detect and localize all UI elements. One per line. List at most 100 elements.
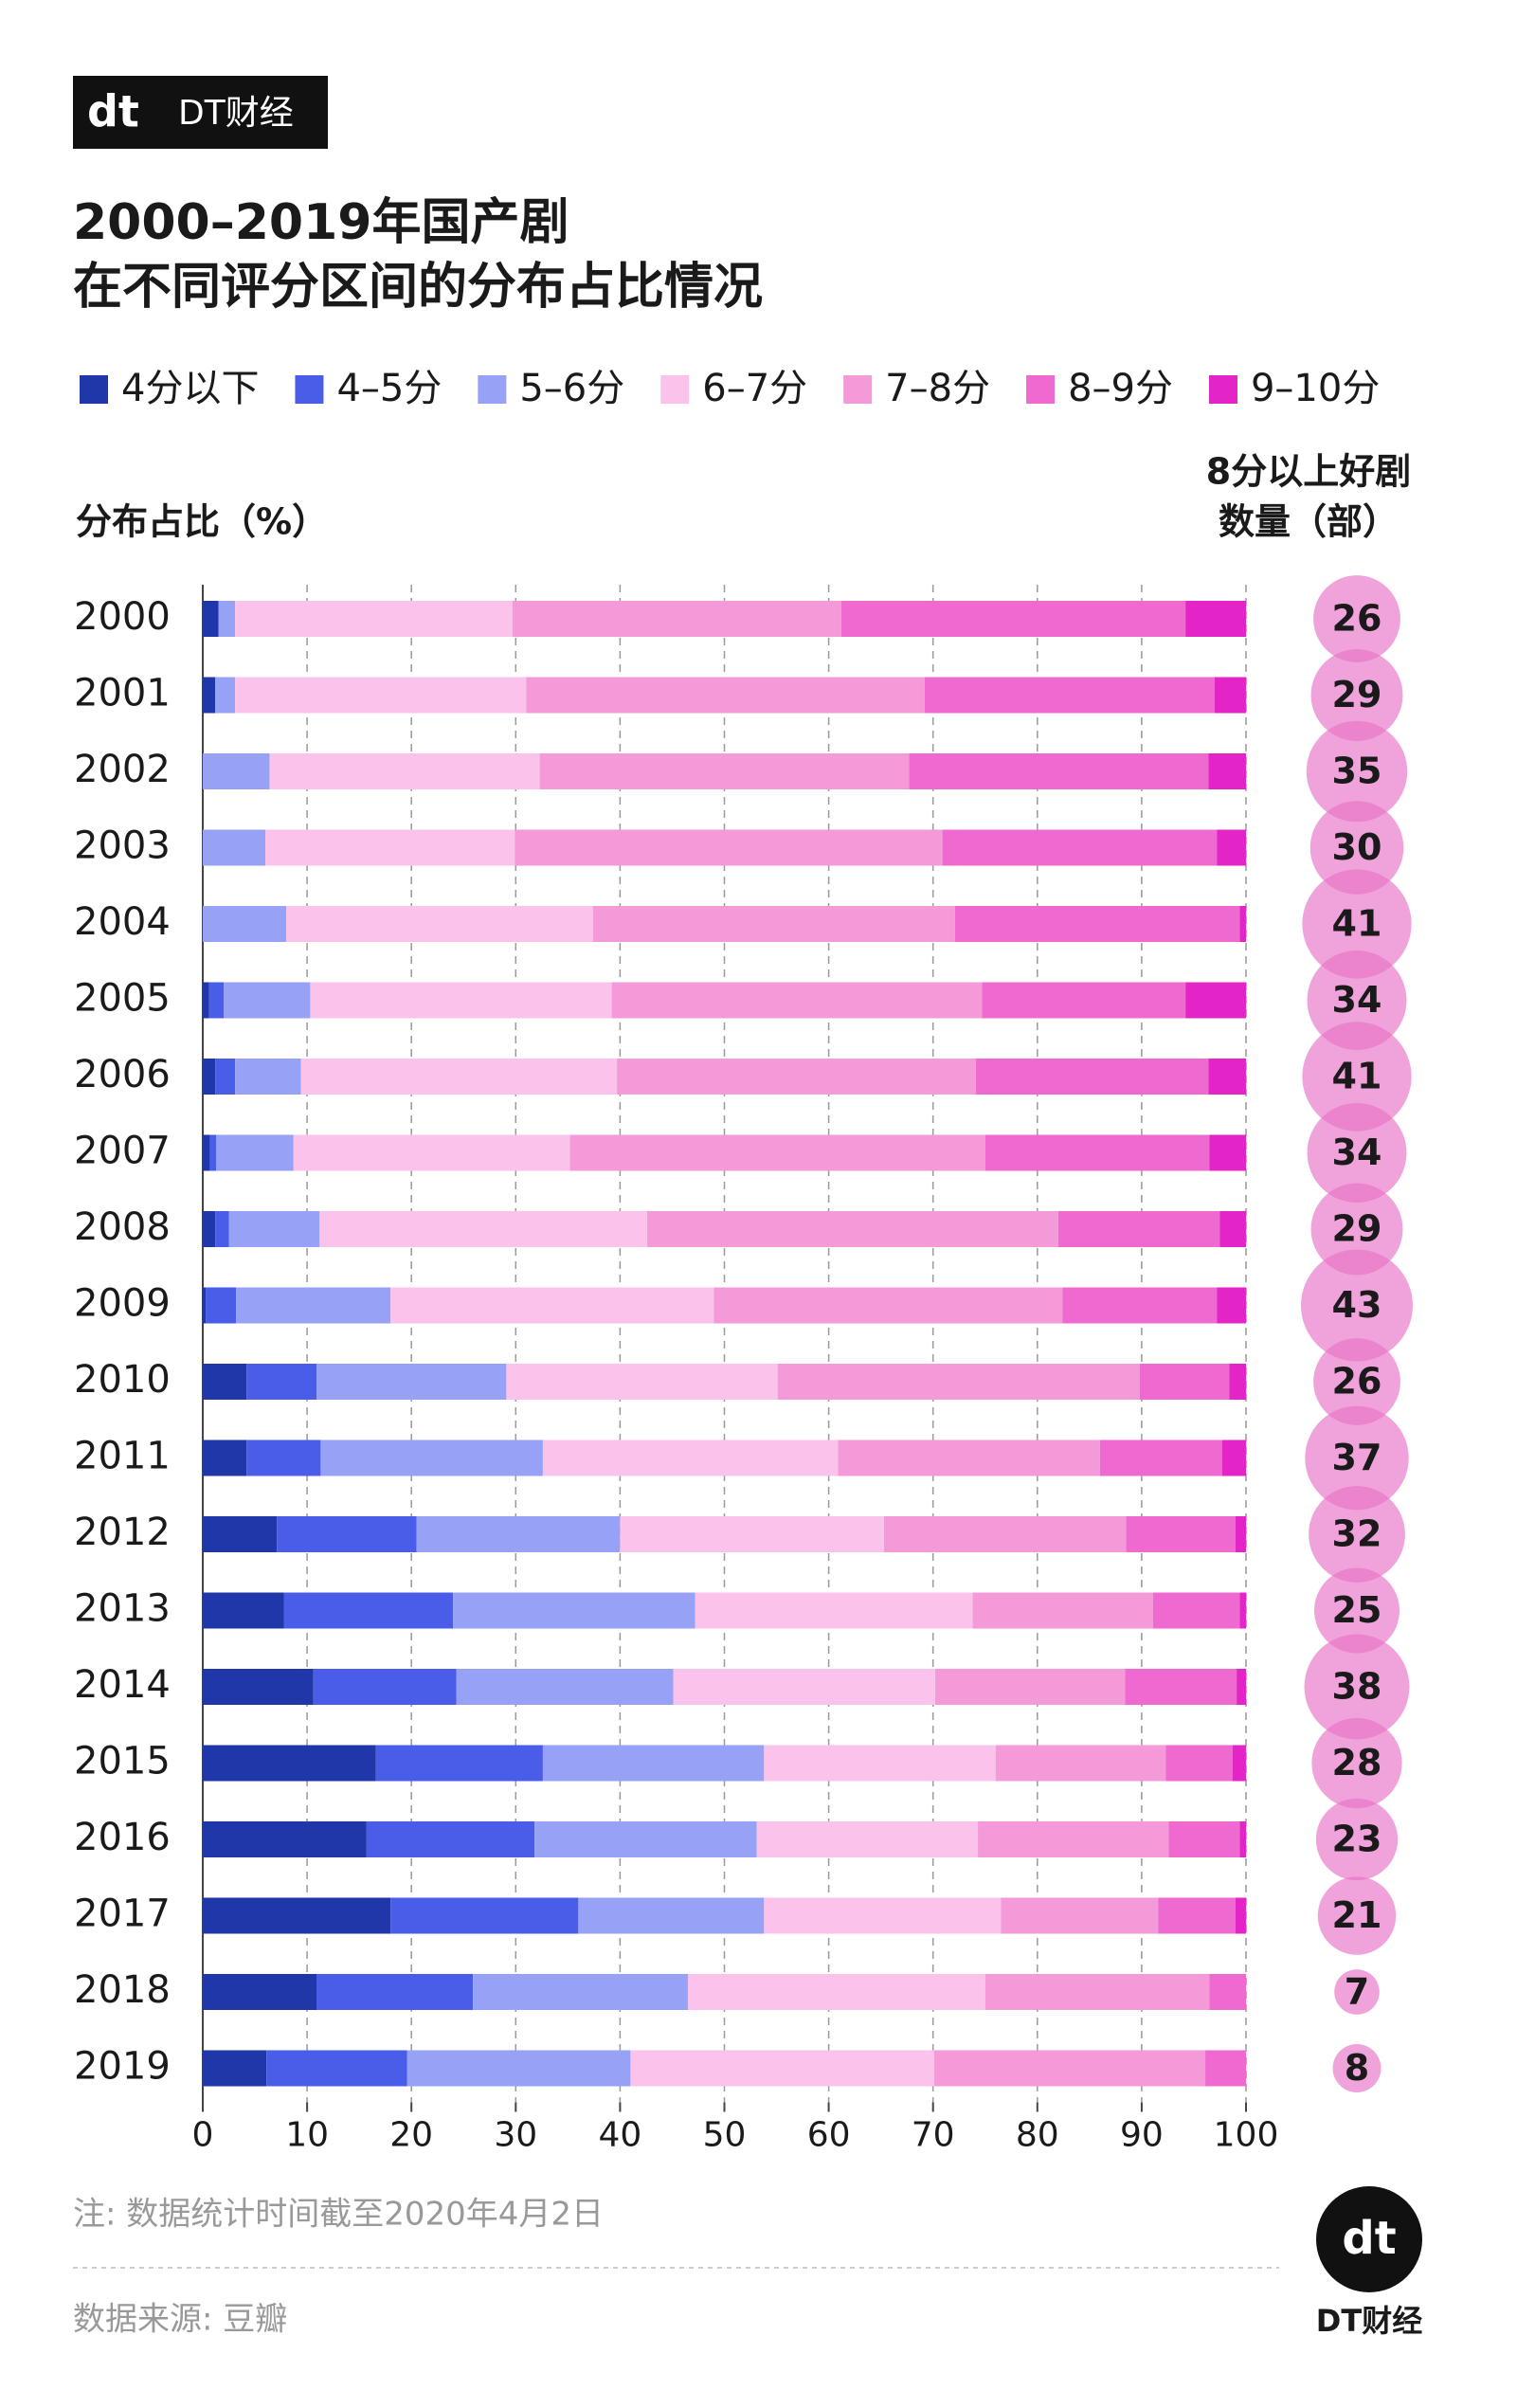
brand-name: DT财经	[178, 94, 294, 133]
bar-segment	[1221, 1439, 1246, 1476]
bar-segment	[909, 753, 1209, 789]
bar-segment	[838, 1439, 1100, 1476]
bubble-label: 30	[1332, 826, 1382, 868]
bar-segment	[203, 1745, 376, 1782]
chart-title: 2000–2019年国产剧	[73, 194, 569, 251]
legend-label: 4分以下	[121, 367, 259, 410]
bar-segment	[203, 753, 270, 789]
bar-segment	[924, 677, 1215, 714]
axis-label: 分布占比（%）	[76, 501, 328, 543]
bubble	[1302, 869, 1412, 979]
bar-segment	[203, 1592, 284, 1629]
bubble-label: 32	[1332, 1513, 1382, 1555]
bar-segment	[228, 1211, 320, 1247]
bubble	[1307, 951, 1407, 1050]
bubble-label: 34	[1332, 1132, 1382, 1173]
y-tick-label: 2000	[74, 595, 171, 639]
bar-segment	[453, 1592, 695, 1629]
y-tick-label: 2009	[74, 1282, 171, 1326]
bubble	[1317, 1876, 1397, 1955]
bar-segment	[954, 906, 1240, 942]
bubble	[1304, 1634, 1410, 1740]
y-tick-label: 2016	[74, 1816, 171, 1859]
bubble	[1313, 575, 1400, 662]
bar-segment	[203, 601, 219, 637]
bubble-label: 41	[1332, 1056, 1382, 1097]
y-tick-label: 2005	[74, 977, 171, 1021]
x-tick-label: 80	[1016, 2116, 1059, 2155]
bar-segment	[515, 829, 943, 866]
bubble-label: 35	[1332, 751, 1382, 792]
bar-segment	[506, 1364, 778, 1400]
x-tick-label: 40	[598, 2116, 641, 2155]
legend-label: 4–5分	[336, 367, 442, 410]
bar-segment	[764, 1897, 1002, 1934]
bubble	[1314, 1567, 1400, 1654]
x-tick-label: 30	[494, 2116, 537, 2155]
bar-segment	[1208, 753, 1246, 789]
bar-segment	[203, 1897, 391, 1934]
bar-segment	[246, 1439, 321, 1476]
y-tick-label: 2013	[74, 1587, 171, 1631]
bubble	[1334, 1969, 1380, 2015]
bar-segment	[695, 1592, 973, 1629]
bar-segment	[235, 1059, 301, 1095]
bubble	[1310, 1183, 1403, 1276]
bar-segment	[578, 1897, 765, 1934]
bar-segment	[209, 1134, 217, 1171]
bubble	[1307, 1103, 1407, 1203]
bar-segment	[756, 1821, 979, 1857]
bar-segment	[1126, 1516, 1236, 1552]
bar-segment	[611, 982, 983, 1019]
bubble-label: 26	[1332, 598, 1382, 640]
legend-swatch	[478, 375, 507, 404]
bar-segment	[390, 1897, 579, 1934]
bar-segment	[293, 1134, 570, 1171]
bubble-label: 34	[1332, 979, 1382, 1021]
bar-segment	[235, 677, 527, 714]
legend-label: 7–8分	[885, 367, 990, 410]
bar-segment	[473, 1974, 688, 2010]
bubble	[1302, 1022, 1412, 1132]
bar-segment	[512, 601, 841, 637]
bubble	[1315, 1798, 1399, 1881]
bubble	[1311, 1717, 1402, 1809]
bar-segment	[366, 1821, 535, 1857]
y-tick-label: 2015	[74, 1740, 171, 1783]
bar-segment	[1209, 1974, 1246, 2010]
bubble-label: 8分以上好剧	[1206, 451, 1411, 493]
bar-segment	[266, 2050, 407, 2087]
bar-segment	[569, 1134, 985, 1171]
x-tick-label: 60	[807, 2116, 851, 2155]
bar-segment	[203, 1516, 278, 1552]
bar-segment	[1001, 1897, 1159, 1934]
bar-segment	[713, 1287, 1063, 1324]
y-tick-label: 2007	[74, 1130, 171, 1173]
bar-segment	[416, 1516, 621, 1552]
bar-segment	[534, 1821, 757, 1857]
bar-segment	[375, 1745, 543, 1782]
bar-segment	[203, 1211, 216, 1247]
bar-segment	[206, 1287, 237, 1324]
bar-segment	[542, 1439, 839, 1476]
bar-segment	[1099, 1439, 1222, 1476]
bar-segment	[542, 1745, 765, 1782]
bar-segment	[456, 1669, 674, 1705]
bar-segment	[203, 1134, 210, 1171]
bar-segment	[406, 2050, 631, 2087]
source: 数据来源: 豆瓣	[73, 2301, 287, 2339]
bubble	[1332, 2044, 1382, 2092]
bar-segment	[236, 1287, 391, 1324]
y-tick-label: 2001	[74, 672, 171, 715]
legend-swatch	[295, 375, 324, 404]
legend-swatch	[1208, 375, 1237, 404]
legend-swatch	[1026, 375, 1056, 404]
bar-segment	[840, 601, 1186, 637]
bar-segment	[982, 982, 1186, 1019]
bar-segment	[203, 906, 287, 942]
bubble-label: 23	[1332, 1819, 1382, 1860]
bar-segment	[764, 1745, 996, 1782]
bar-segment	[1217, 1287, 1246, 1324]
